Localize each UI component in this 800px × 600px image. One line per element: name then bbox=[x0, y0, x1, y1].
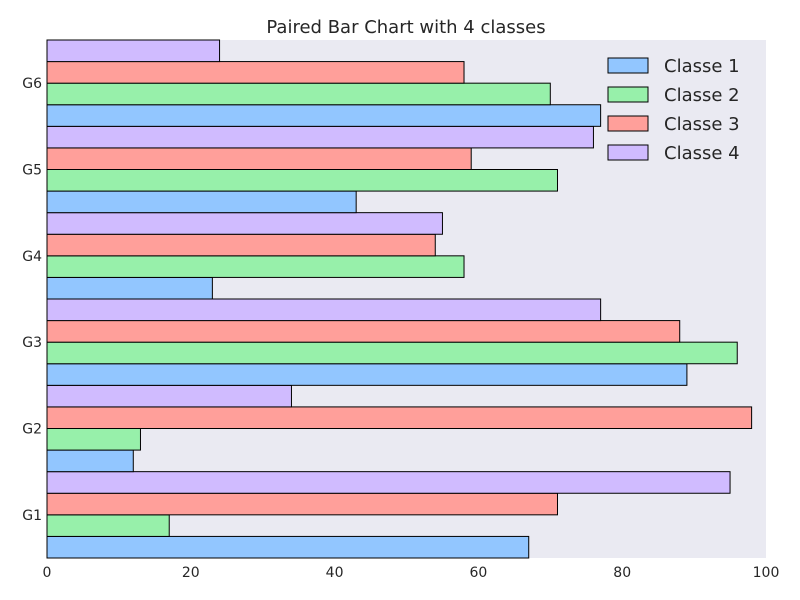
bar-g3-classe-3 bbox=[46, 320, 681, 343]
bar-g5-classe-2 bbox=[46, 169, 558, 192]
bar-g1-classe-4 bbox=[46, 471, 731, 494]
bar-g5-classe-4 bbox=[46, 125, 594, 149]
bar-g6-classe-3 bbox=[46, 61, 465, 84]
bar-g4-classe-3 bbox=[46, 233, 436, 257]
legend-label: Classe 3 bbox=[664, 114, 740, 135]
bar-g1-classe-1 bbox=[46, 535, 530, 559]
legend-label: Classe 1 bbox=[664, 56, 740, 77]
legend: Classe 1 Classe 2 Classe 3 Classe 4 bbox=[607, 56, 740, 164]
bar-g6-classe-1 bbox=[46, 104, 602, 127]
x-tick-label: 20 bbox=[182, 565, 200, 581]
bar-g4-classe-2 bbox=[46, 255, 465, 278]
x-tick-label: 60 bbox=[469, 565, 487, 581]
y-tick-label: G6 bbox=[22, 76, 42, 92]
y-tick-label: G1 bbox=[22, 508, 42, 524]
legend-swatch bbox=[607, 144, 649, 161]
y-tick-label: G3 bbox=[22, 335, 42, 351]
bar-g5-classe-1 bbox=[46, 190, 357, 214]
y-tick-labels: G1 G2 G3 G4 G5 G6 bbox=[22, 76, 42, 524]
y-tick-label: G5 bbox=[22, 163, 42, 179]
legend-label: Classe 2 bbox=[664, 85, 740, 106]
chart-title: Paired Bar Chart with 4 classes bbox=[266, 17, 545, 38]
bar-g1-classe-2 bbox=[46, 514, 170, 537]
legend-swatch bbox=[607, 86, 649, 103]
x-tick-label: 40 bbox=[326, 565, 344, 581]
bar-g2-classe-2 bbox=[46, 428, 141, 451]
bar-g2-classe-3 bbox=[46, 406, 753, 429]
x-tick-label: 80 bbox=[613, 565, 631, 581]
legend-label: Classe 4 bbox=[664, 143, 740, 164]
legend-swatch bbox=[607, 57, 649, 74]
bar-g3-classe-2 bbox=[46, 341, 738, 365]
y-tick-label: G2 bbox=[22, 422, 42, 438]
bar-g3-classe-1 bbox=[46, 363, 688, 386]
x-tick-label: 0 bbox=[43, 565, 52, 581]
bar-g4-classe-4 bbox=[46, 212, 443, 235]
bar-g6-classe-4 bbox=[46, 39, 221, 63]
bar-g2-classe-4 bbox=[46, 384, 292, 408]
bars-group bbox=[46, 39, 753, 559]
x-tick-labels: 0 20 40 60 80 100 bbox=[43, 565, 780, 581]
x-tick-label: 100 bbox=[753, 565, 780, 581]
bar-g5-classe-3 bbox=[46, 147, 472, 171]
bar-g1-classe-3 bbox=[46, 492, 558, 516]
bar-g3-classe-4 bbox=[46, 298, 602, 322]
legend-swatch bbox=[607, 115, 649, 132]
bar-g2-classe-1 bbox=[46, 449, 134, 473]
y-tick-label: G4 bbox=[22, 249, 42, 265]
bar-g6-classe-2 bbox=[46, 82, 551, 106]
bar-g4-classe-1 bbox=[46, 276, 213, 300]
